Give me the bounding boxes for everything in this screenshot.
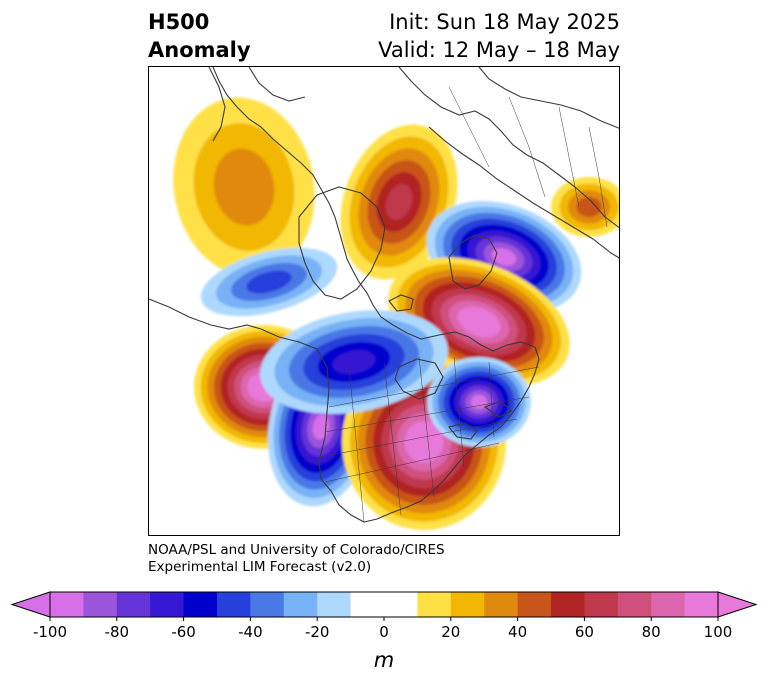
colorbar-bin-0 xyxy=(50,592,84,617)
colorbar-over-arrow xyxy=(717,591,758,618)
anomaly-contour xyxy=(576,197,602,217)
colorbar-tick-label: -100 xyxy=(33,623,67,641)
colorbar-bin-18 xyxy=(684,592,719,617)
anomaly-field xyxy=(173,97,619,530)
us-state-lines xyxy=(320,356,540,523)
scandinavia-outline xyxy=(448,234,498,290)
colorbar-bin-8 xyxy=(317,592,352,617)
colorbar-tick-label: 40 xyxy=(508,623,527,641)
colorbar-bin-13 xyxy=(517,592,552,617)
colorbar-tick-label: 60 xyxy=(575,623,594,641)
colorbar-bin-12 xyxy=(484,592,519,617)
colorbar-tick-label: 100 xyxy=(704,623,733,641)
land-outlines xyxy=(149,67,619,523)
colorbar-bin-16 xyxy=(617,592,652,617)
colorbar-bin-17 xyxy=(651,592,686,617)
colorbar-tick-label: -20 xyxy=(305,623,330,641)
colorbar-bin-1 xyxy=(83,592,118,617)
anomaly-contour xyxy=(412,429,436,455)
colorbar-under-arrow xyxy=(10,591,51,618)
colorbar-bin-10 xyxy=(417,592,452,617)
greenland-outline xyxy=(298,186,386,300)
anomaly-center-10 xyxy=(200,247,338,317)
eurasia-outline xyxy=(398,67,619,259)
credit-line-1: NOAA/PSL and University of Colorado/CIRE… xyxy=(148,542,445,558)
colorbar-bin-14 xyxy=(551,592,585,617)
anomaly-center-8 xyxy=(260,310,448,414)
colorbar-tick-label: 80 xyxy=(642,623,661,641)
anomaly-center-0 xyxy=(173,97,315,277)
north-america-outline xyxy=(149,67,540,523)
valid-range: Valid: 12 May – 18 May xyxy=(378,38,620,62)
anomaly-contour xyxy=(466,312,492,332)
colorbar-tick-label: -80 xyxy=(105,623,130,641)
colorbar: -100 -80 -60 -40 -20 0 20 40 60 80 100 xyxy=(10,591,758,641)
anomaly-contour xyxy=(470,394,488,410)
colorbar-bin-5 xyxy=(217,592,251,617)
anomaly-contour xyxy=(385,184,413,220)
colorbar-bin-6 xyxy=(250,592,285,617)
credit: NOAA/PSL and University of Colorado/CIRE… xyxy=(148,542,445,576)
anomaly-center-9 xyxy=(551,177,619,237)
great-lakes-outline xyxy=(448,400,512,440)
colorbar-bin-4 xyxy=(183,592,218,617)
title-right: Init: Sun 18 May 2025 Valid: 12 May – 18… xyxy=(378,8,620,64)
anomaly-contour xyxy=(332,350,376,374)
anomaly-label: Anomaly xyxy=(148,38,251,62)
iceland-outline xyxy=(388,294,414,312)
colorbar-bin-11 xyxy=(450,592,485,617)
anomaly-contour xyxy=(246,270,292,294)
title-left: H500 Anomaly xyxy=(148,8,251,64)
hudson-bay-outline xyxy=(394,358,444,400)
variable-label: H500 xyxy=(148,10,210,34)
anomaly-contour xyxy=(491,248,517,266)
colorbar-bin-9 xyxy=(350,592,418,617)
colorbar-bin-7 xyxy=(283,592,318,617)
unit-label: m xyxy=(373,648,395,672)
colorbar-tick-label: -60 xyxy=(171,623,196,641)
colorbar-bin-15 xyxy=(584,592,619,617)
colorbar-bin-3 xyxy=(150,592,185,617)
init-date: Init: Sun 18 May 2025 xyxy=(389,10,620,34)
colorbar-bin-2 xyxy=(116,592,151,617)
anomaly-map xyxy=(148,66,620,536)
credit-line-2: Experimental LIM Forecast (v2.0) xyxy=(148,559,372,575)
east-asia-outline xyxy=(208,67,306,142)
anomaly-center-3 xyxy=(388,257,570,387)
anomaly-center-7 xyxy=(427,357,531,447)
anomaly-contour xyxy=(213,148,275,226)
colorbar-tick-label: 20 xyxy=(441,623,460,641)
country-borders xyxy=(448,86,608,228)
colorbar-tick-label: 0 xyxy=(379,623,389,641)
colorbar-tick-label: -40 xyxy=(238,623,263,641)
